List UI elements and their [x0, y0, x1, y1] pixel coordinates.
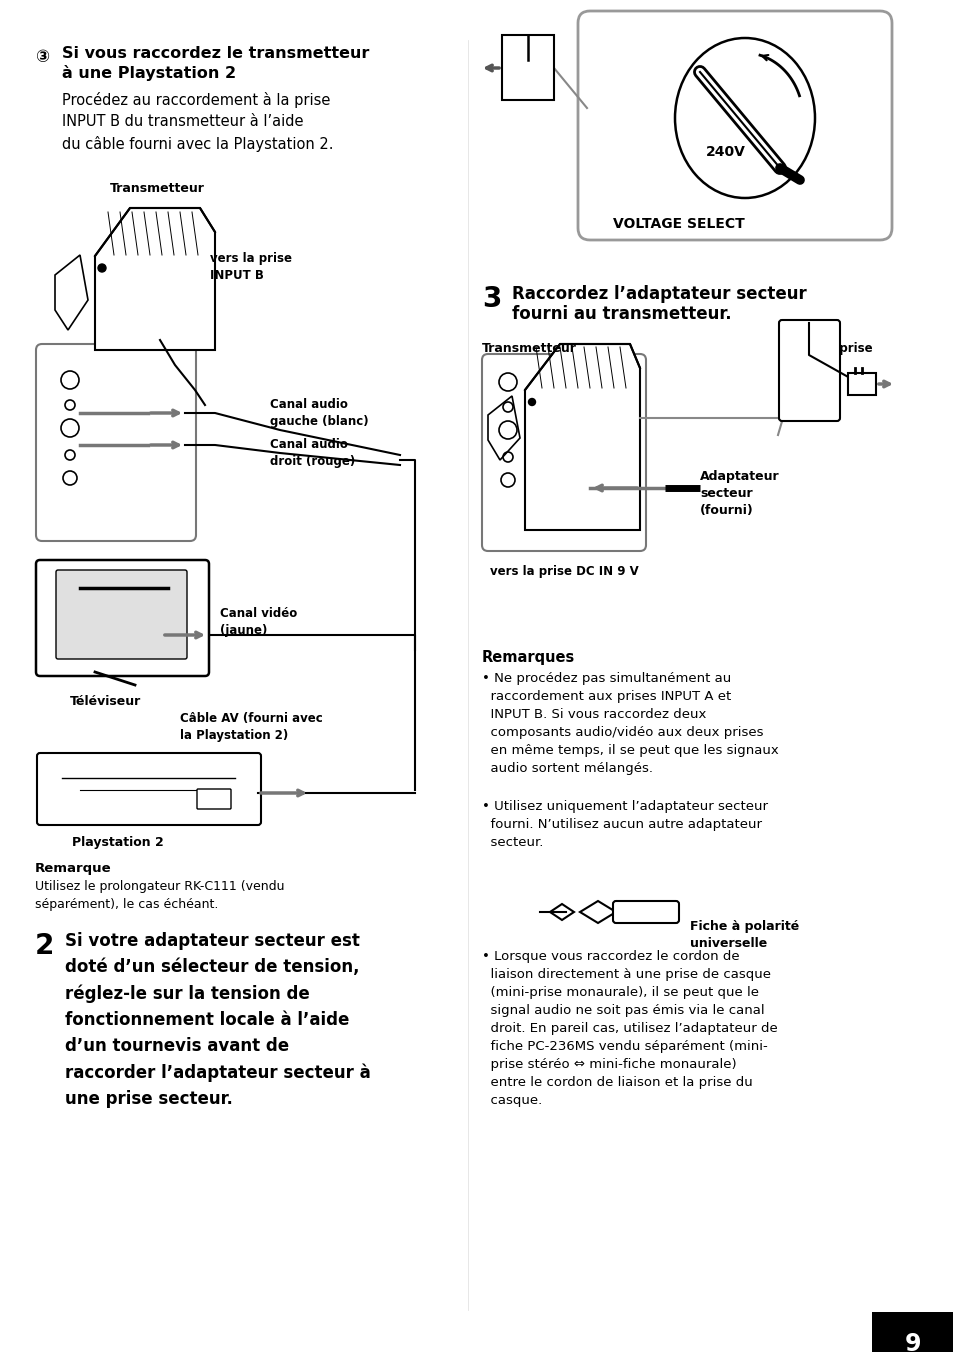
Text: 9: 9 — [903, 1332, 921, 1352]
Text: • Lorsque vous raccordez le cordon de
  liaison directement à une prise de casqu: • Lorsque vous raccordez le cordon de li… — [481, 950, 777, 1107]
Polygon shape — [55, 256, 88, 330]
Text: ③: ③ — [35, 49, 49, 66]
Polygon shape — [488, 396, 519, 460]
Text: Transmetteur: Transmetteur — [110, 183, 205, 195]
Text: vers une prise
secteur: vers une prise secteur — [778, 342, 872, 372]
Polygon shape — [524, 343, 639, 530]
Text: Canal audio
gauche (blanc): Canal audio gauche (blanc) — [270, 397, 368, 429]
Text: Canal vidéo
(jaune): Canal vidéo (jaune) — [220, 607, 297, 637]
Text: fourni au transmetteur.: fourni au transmetteur. — [512, 306, 731, 323]
Text: Procédez au raccordement à la prise
INPUT B du transmetteur à l’aide
du câble fo: Procédez au raccordement à la prise INPU… — [62, 92, 334, 151]
FancyBboxPatch shape — [196, 790, 231, 808]
Text: Raccordez l’adaptateur secteur: Raccordez l’adaptateur secteur — [512, 285, 806, 303]
Polygon shape — [95, 208, 214, 350]
Text: Téléviseur: Téléviseur — [70, 695, 141, 708]
Text: VOLTAGE SELECT: VOLTAGE SELECT — [613, 218, 744, 231]
FancyBboxPatch shape — [36, 560, 209, 676]
Text: Remarque: Remarque — [35, 863, 112, 875]
Bar — [847, 373, 875, 395]
Text: Remarques: Remarques — [481, 650, 575, 665]
Text: • Utilisez uniquement l’adaptateur secteur
  fourni. N’utilisez aucun autre adap: • Utilisez uniquement l’adaptateur secte… — [481, 800, 767, 849]
Text: Adaptateur
secteur
(fourni): Adaptateur secteur (fourni) — [700, 470, 779, 516]
FancyBboxPatch shape — [613, 900, 679, 923]
Bar — [501, 35, 554, 100]
Text: 240V: 240V — [705, 145, 745, 160]
Text: vers la prise
INPUT B: vers la prise INPUT B — [210, 251, 292, 283]
Text: 2: 2 — [35, 932, 54, 960]
Text: Playstation 2: Playstation 2 — [71, 836, 164, 849]
FancyBboxPatch shape — [36, 343, 195, 541]
Bar — [871, 1311, 953, 1352]
FancyBboxPatch shape — [56, 571, 187, 658]
Circle shape — [528, 399, 535, 406]
Circle shape — [98, 264, 106, 272]
FancyBboxPatch shape — [37, 753, 261, 825]
Text: Si votre adaptateur secteur est
doté d’un sélecteur de tension,
réglez-le sur la: Si votre adaptateur secteur est doté d’u… — [65, 932, 371, 1109]
Text: à une Playstation 2: à une Playstation 2 — [62, 65, 236, 81]
Text: Utilisez le prolongateur RK-C111 (vendu
séparément), le cas échéant.: Utilisez le prolongateur RK-C111 (vendu … — [35, 880, 284, 911]
FancyBboxPatch shape — [578, 11, 891, 241]
Text: Transmetteur: Transmetteur — [481, 342, 577, 356]
Text: • Ne procédez pas simultanément au
  raccordement aux prises INPUT A et
  INPUT : • Ne procédez pas simultanément au racco… — [481, 672, 778, 775]
FancyBboxPatch shape — [779, 320, 840, 420]
FancyBboxPatch shape — [481, 354, 645, 552]
Text: 3: 3 — [481, 285, 501, 314]
Text: Câble AV (fourni avec
la Playstation 2): Câble AV (fourni avec la Playstation 2) — [180, 713, 322, 742]
Polygon shape — [579, 900, 616, 923]
Ellipse shape — [675, 38, 814, 197]
Text: Fiche à polarité
universelle: Fiche à polarité universelle — [689, 919, 799, 950]
Text: vers la prise DC IN 9 V: vers la prise DC IN 9 V — [490, 565, 639, 579]
Polygon shape — [550, 904, 574, 919]
Text: Canal audio
droit (rouge): Canal audio droit (rouge) — [270, 438, 355, 468]
Text: Si vous raccordez le transmetteur: Si vous raccordez le transmetteur — [62, 46, 369, 61]
